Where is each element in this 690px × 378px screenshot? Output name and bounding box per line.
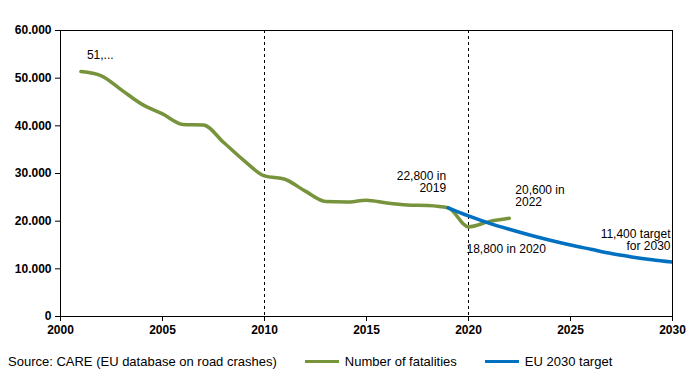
html-text:EU 2030 target: EU 2030 target — [524, 353, 613, 369]
svg-text:0: 0 — [45, 309, 52, 323]
svg-text:10.000: 10.000 — [15, 262, 52, 276]
svg-text:2015: 2015 — [353, 323, 380, 337]
svg-text:20,600 in2022: 20,600 in2022 — [515, 183, 564, 209]
svg-text:30.000: 30.000 — [15, 166, 52, 180]
svg-text:60.000: 60.000 — [15, 23, 52, 37]
svg-text:40.000: 40.000 — [15, 119, 52, 133]
svg-text:2005: 2005 — [149, 323, 176, 337]
svg-text:20.000: 20.000 — [15, 214, 52, 228]
svg-text:2020: 2020 — [455, 323, 482, 337]
svg-text:50.000: 50.000 — [15, 71, 52, 85]
svg-text:11,400 targetfor 2030: 11,400 targetfor 2030 — [601, 227, 671, 253]
html-text:Source: CARE (EU database on r: Source: CARE (EU database on road crashe… — [8, 353, 277, 369]
svg-text:2010: 2010 — [251, 323, 278, 337]
svg-text:18,800 in 2020: 18,800 in 2020 — [467, 242, 547, 256]
svg-text:51,...: 51,... — [87, 48, 114, 62]
svg-text:22,800 in2019: 22,800 in2019 — [397, 169, 447, 195]
svg-text:2000: 2000 — [47, 323, 74, 337]
html-text:Number of fatalities: Number of fatalities — [344, 353, 457, 369]
svg-text:2030: 2030 — [659, 323, 686, 337]
svg-text:2025: 2025 — [557, 323, 584, 337]
